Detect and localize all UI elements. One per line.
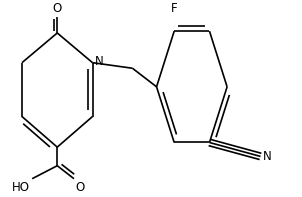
- Text: F: F: [171, 2, 178, 15]
- Text: O: O: [76, 181, 85, 194]
- Text: N: N: [263, 150, 272, 163]
- Text: N: N: [95, 55, 104, 68]
- Text: HO: HO: [12, 181, 30, 194]
- Text: O: O: [53, 2, 62, 15]
